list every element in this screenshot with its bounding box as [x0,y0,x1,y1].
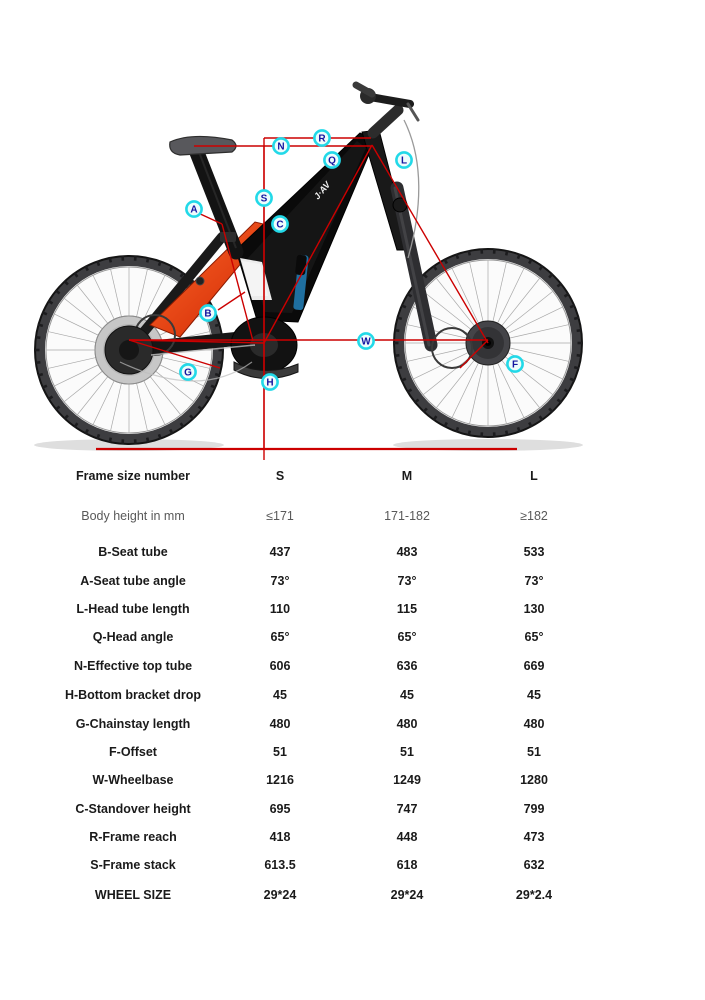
svg-text:L: L [401,155,407,166]
svg-text:A: A [190,204,197,215]
svg-text:R: R [318,133,326,144]
svg-text:G: G [184,367,192,378]
svg-text:C: C [276,219,283,230]
svg-text:Q: Q [328,155,336,166]
svg-text:B: B [204,308,211,319]
svg-text:W: W [361,336,371,347]
svg-text:S: S [261,193,268,204]
svg-text:N: N [277,141,284,152]
svg-text:F: F [512,359,518,370]
svg-text:H: H [266,377,273,388]
